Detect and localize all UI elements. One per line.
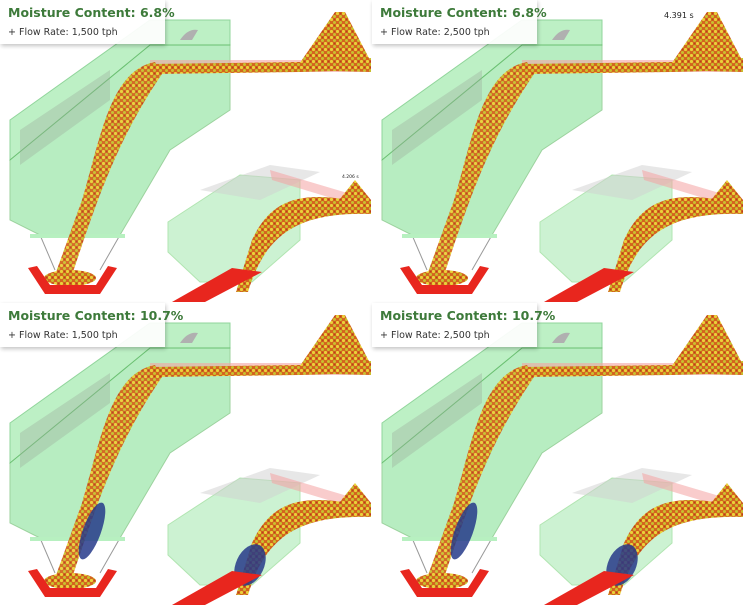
simulation-panel: Moisture Content: 6.8% + Flow Rate: 1,500… <box>0 0 371 302</box>
flow-rate-label: + Flow Rate: 2,500 tph <box>380 27 490 38</box>
simulation-panel: Moisture Content: 6.8% + Flow Rate: 2,500… <box>372 0 743 302</box>
moisture-label: Moisture Content: 10.7% <box>8 308 184 323</box>
time-label: 4.391 s <box>664 11 694 20</box>
flow-rate-label: + Flow Rate: 2,500 tph <box>380 330 490 341</box>
simulation-grid: Moisture Content: 6.8% + Flow Rate: 1,500… <box>0 0 743 605</box>
flow-rate-label: + Flow Rate: 1,500 tph <box>8 330 118 341</box>
moisture-label: Moisture Content: 6.8% <box>8 5 175 20</box>
trough-material <box>44 573 96 589</box>
flow-rate-label: + Flow Rate: 1,500 tph <box>8 27 118 38</box>
trough-material <box>416 270 468 286</box>
simulation-panel: Moisture Content: 10.7% + Flow Rate: 2,50… <box>372 303 743 605</box>
time-label: 4.206 s <box>342 174 359 180</box>
trough-material <box>416 573 468 589</box>
moisture-label: Moisture Content: 6.8% <box>380 5 547 20</box>
moisture-label: Moisture Content: 10.7% <box>380 308 556 323</box>
simulation-panel: Moisture Content: 10.7% + Flow Rate: 1,50… <box>0 303 371 605</box>
trough-material <box>44 270 96 286</box>
